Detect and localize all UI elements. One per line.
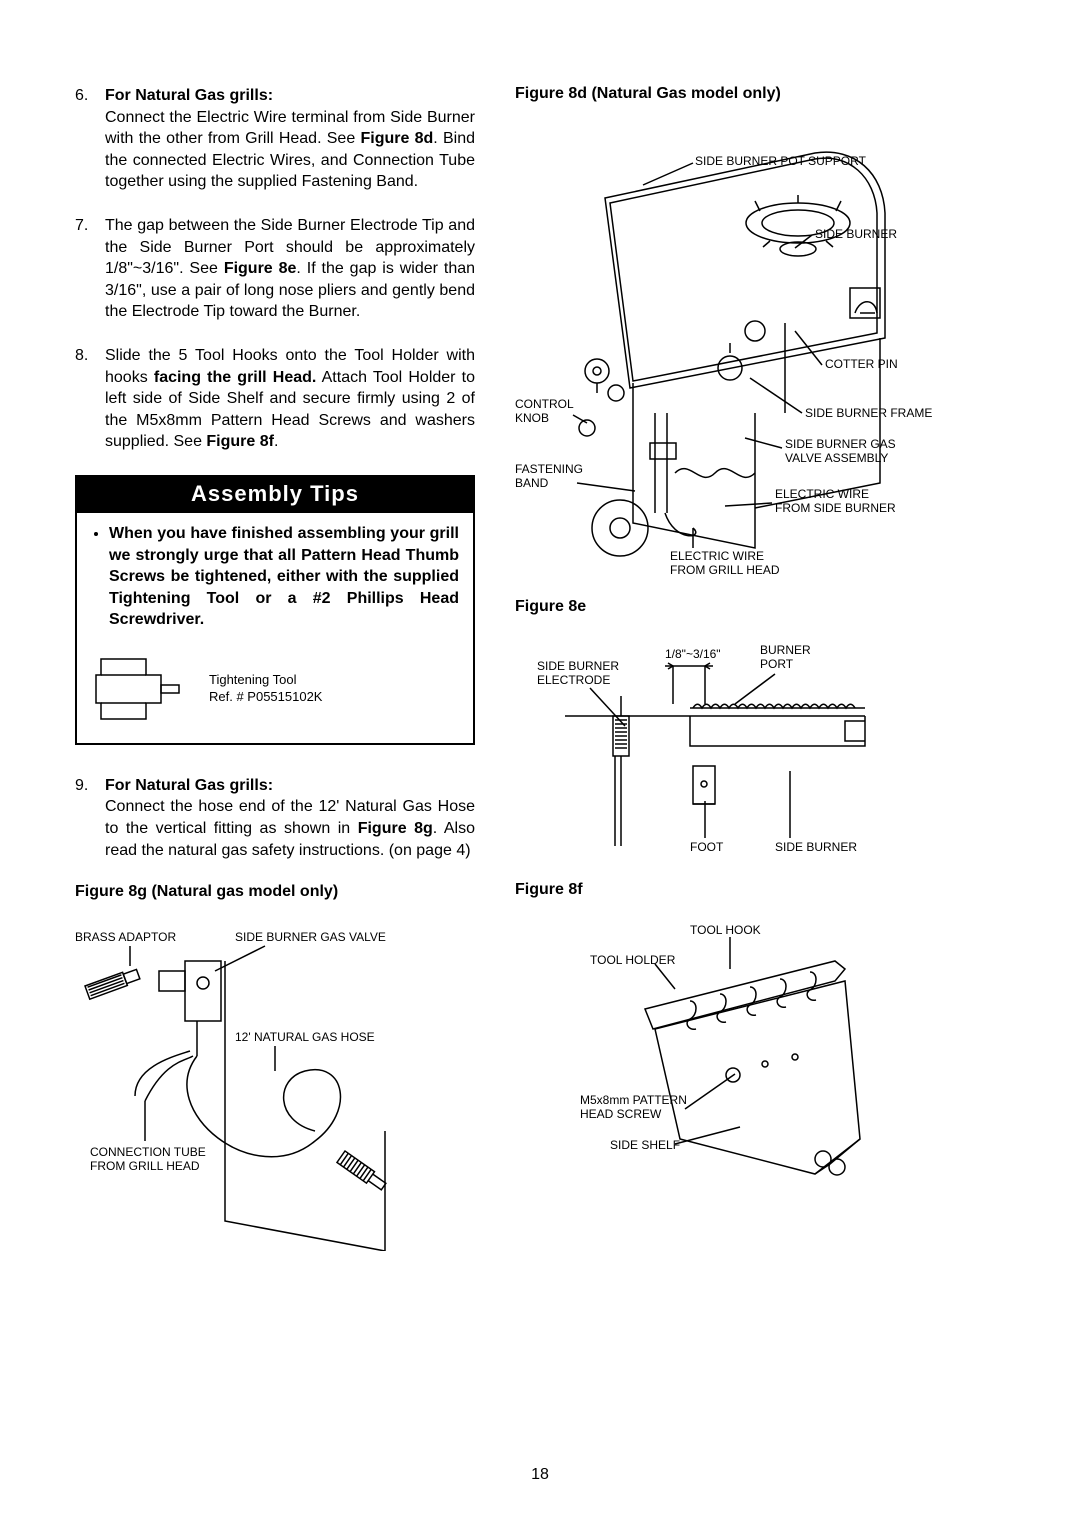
figure-8f-box: TOOL HOOK TOOL HOLDER M5x8mm PATTERN HEA… [515,909,1020,1199]
step-number: 7. [75,215,88,237]
figure-8g-diagram [75,911,475,1251]
figure-8g: Figure 8g (Natural gas model only) BRASS… [75,883,475,1251]
right-column: Figure 8d (Natural Gas model only) SIDE … [515,85,1020,1251]
step-text: Slide the 5 Tool Hooks onto the Tool Hol… [105,347,475,450]
step-number: 9. [75,775,88,797]
step-text: The gap between the Side Burner Electrod… [105,217,475,320]
step-number: 6. [75,85,88,107]
step-text: Connect the Electric Wire terminal from … [105,109,475,191]
step-list-b: 9. For Natural Gas grills: Connect the h… [75,775,475,861]
figure-8e-diagram [515,626,895,861]
figure-8g-title: Figure 8g (Natural gas model only) [75,883,475,901]
step-number: 8. [75,345,88,367]
tips-bullet: When you have finished assembling your g… [109,523,459,631]
figure-8e-title: Figure 8e [515,598,1020,616]
figure-8f-title: Figure 8f [515,881,1020,899]
tool-label: Tightening Tool Ref. # P05515102K [209,672,322,706]
tool-label-l2: Ref. # P05515102K [209,689,322,704]
tool-label-l1: Tightening Tool [209,672,296,687]
assembly-tips-box: Assembly Tips When you have finished ass… [75,475,475,745]
page: 6. For Natural Gas grills: Connect the E… [0,0,1080,1524]
step-text: Connect the hose end of the 12' Natural … [105,798,475,858]
tightening-tool-row: Tightening Tool Ref. # P05515102K [91,649,459,729]
figure-8e-box: 1/8"~3/16" BURNER PORT SIDE BURNER ELECT… [515,626,1020,861]
figure-8f-diagram [515,909,895,1199]
step-list-a: 6. For Natural Gas grills: Connect the E… [75,85,475,453]
step-7: 7. The gap between the Side Burner Elect… [75,215,475,323]
step-8: 8. Slide the 5 Tool Hooks onto the Tool … [75,345,475,453]
step-lead: For Natural Gas grills: [105,777,273,794]
figure-8d-title: Figure 8d (Natural Gas model only) [515,85,1020,103]
tightening-tool-icon [91,649,191,729]
figure-8g-box: BRASS ADAPTOR SIDE BURNER GAS VALVE 12' … [75,911,475,1251]
tips-body: When you have finished assembling your g… [77,513,473,743]
figure-8d-diagram [515,113,935,583]
step-6: 6. For Natural Gas grills: Connect the E… [75,85,475,193]
figure-8d-box: SIDE BURNER POT SUPPORT SIDE BURNER COTT… [515,113,1020,583]
step-lead: For Natural Gas grills: [105,87,273,104]
tips-header: Assembly Tips [77,477,473,513]
step-9: 9. For Natural Gas grills: Connect the h… [75,775,475,861]
two-column-layout: 6. For Natural Gas grills: Connect the E… [75,85,1020,1251]
page-number: 18 [0,1466,1080,1484]
left-column: 6. For Natural Gas grills: Connect the E… [75,85,475,1251]
